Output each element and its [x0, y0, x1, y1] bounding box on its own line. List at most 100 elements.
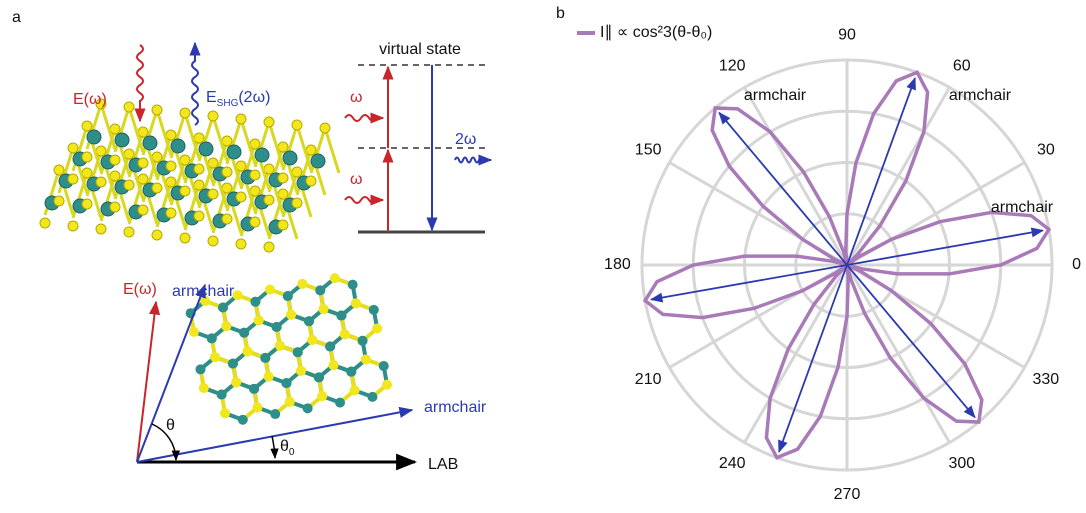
atom-mo [281, 378, 291, 388]
atom-s [278, 220, 288, 230]
atom-mo [358, 336, 368, 346]
atom-mo [336, 311, 346, 321]
atom-s [222, 167, 232, 177]
atom-s [330, 273, 340, 283]
panel-label: b [556, 5, 565, 22]
crystal-3d [40, 99, 339, 252]
atom-mo [325, 341, 335, 351]
atom-mo [255, 148, 269, 162]
panel-label: a [12, 9, 21, 26]
annotation: armchair [744, 87, 807, 104]
atom-s [110, 155, 120, 165]
atom-s [236, 239, 246, 249]
label: LAB [428, 456, 458, 473]
atom-s [96, 146, 106, 156]
atom-mo [315, 285, 325, 295]
atom-s [166, 177, 176, 187]
atom-s [124, 227, 134, 237]
atom-s [110, 124, 120, 134]
atom-mo [270, 409, 280, 419]
label: ω [350, 89, 363, 106]
theta-tick-label: 180 [604, 256, 631, 273]
atom-s [292, 120, 302, 130]
label: E(ω) [123, 281, 157, 298]
atom-s [82, 199, 92, 209]
atom-mo [367, 392, 377, 402]
theta-tick-label: 60 [953, 57, 971, 74]
atom-mo [369, 305, 379, 315]
atom-mo [217, 390, 227, 400]
label: θ0 [280, 438, 295, 457]
atom-s [82, 168, 92, 178]
atom-s [265, 285, 275, 295]
atom-s [208, 111, 218, 121]
atom-s [382, 380, 392, 390]
atom-s [306, 145, 316, 155]
atom-s [264, 372, 274, 382]
atom-mo [260, 353, 270, 363]
atom-mo [293, 347, 303, 357]
atom-s [297, 279, 307, 289]
atom-mo [283, 291, 293, 301]
atom-mo [304, 316, 314, 326]
atom-s [236, 161, 246, 171]
atom-s [68, 174, 78, 184]
atom-s [138, 174, 148, 184]
atom-s [252, 403, 262, 413]
atom-s [124, 102, 134, 112]
atom-s [350, 385, 360, 395]
atom-s [152, 230, 162, 240]
atom-s [307, 335, 317, 345]
label: 0 [289, 447, 295, 458]
atom-s [285, 397, 295, 407]
label: E(ω) [73, 91, 107, 108]
atom-s [292, 198, 302, 208]
panel-a: a E(ω) ESHG(2ω) virtual state ω ω 2ω E(ω… [12, 9, 491, 473]
atom-mo [207, 333, 217, 343]
atom-s [208, 189, 218, 199]
theta-tick-label: 210 [635, 371, 662, 388]
atom-s [189, 327, 199, 337]
theta-tick-label: 90 [838, 27, 856, 44]
atom-s [351, 298, 361, 308]
armchair-arrow [779, 265, 847, 452]
atom-s [194, 211, 204, 221]
atom-mo [272, 322, 282, 332]
atom-mo [228, 359, 238, 369]
atom-s [110, 202, 120, 212]
atom-s [372, 324, 382, 334]
theta-tick-label: 240 [719, 455, 746, 472]
theta-tick-label: 270 [834, 486, 861, 503]
atom-s [286, 310, 296, 320]
atom-s [180, 186, 190, 196]
atom-s [236, 114, 246, 124]
atom-s [96, 177, 106, 187]
theta-tick-label: 120 [719, 57, 746, 74]
atom-s [208, 236, 218, 246]
atom-s [82, 121, 92, 131]
atom-s [138, 205, 148, 215]
label: θ [280, 438, 289, 455]
incident-wave [137, 45, 143, 121]
atom-s [264, 195, 274, 205]
label: ESHG(2ω) [206, 89, 270, 108]
armchair-arrow [847, 265, 975, 417]
atom-s [68, 143, 78, 153]
atom-s [275, 341, 285, 351]
label: ω [350, 171, 363, 188]
atom-mo [239, 328, 249, 338]
atom-s [180, 233, 190, 243]
atom-s [292, 167, 302, 177]
theta-tick-label: 300 [948, 455, 975, 472]
theta-tick-label: 150 [635, 141, 662, 158]
label: 2ω [455, 131, 476, 148]
label: virtual state [379, 41, 461, 58]
atom-s [254, 315, 264, 325]
atom-mo [143, 136, 157, 150]
atom-s [208, 158, 218, 168]
label: SHG [217, 98, 239, 109]
photon [345, 115, 383, 121]
atom-s [110, 171, 120, 181]
atom-s [264, 117, 274, 127]
